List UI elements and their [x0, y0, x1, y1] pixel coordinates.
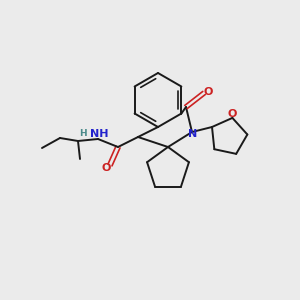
Text: O: O [101, 163, 111, 173]
Text: O: O [203, 87, 213, 97]
Text: H: H [79, 128, 87, 137]
Text: NH: NH [90, 129, 108, 139]
Text: N: N [188, 129, 198, 139]
Text: O: O [228, 109, 237, 119]
